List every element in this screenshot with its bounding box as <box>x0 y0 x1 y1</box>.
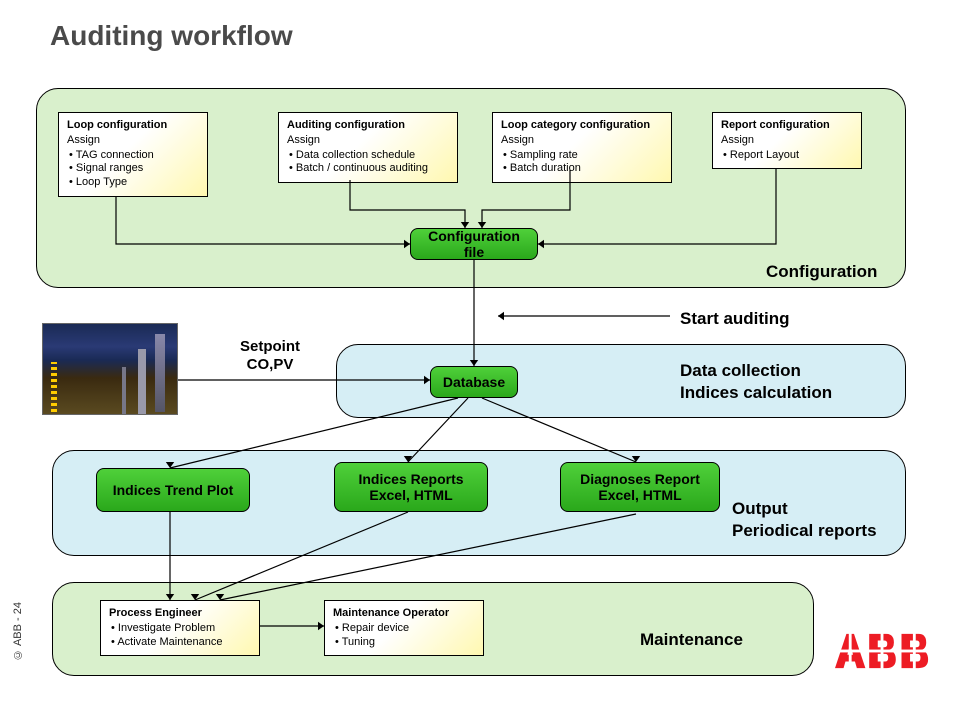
label-data-collection: Data collection Indices calculation <box>680 360 832 404</box>
notebox-category-config: Loop category configurationAssignSamplin… <box>492 112 672 183</box>
abb-logo <box>835 632 930 670</box>
notebox-report-config: Report configurationAssignReport Layout <box>712 112 862 169</box>
notebox-process-engineer: Process EngineerInvestigate ProblemActiv… <box>100 600 260 656</box>
label-data-l2: Indices calculation <box>680 383 832 402</box>
notebox-loop-config: Loop configurationAssignTAG connectionSi… <box>58 112 208 197</box>
page-title: Auditing workflow <box>50 20 293 52</box>
copyright: © ABB - 24 <box>12 602 24 660</box>
panel-label-configuration: Configuration <box>766 262 877 282</box>
label-setpoint-l2: CO,PV <box>247 356 294 373</box>
node-configuration-file: Configuration file <box>410 228 538 260</box>
image-factory <box>42 323 178 415</box>
label-output: Output Periodical reports <box>732 498 877 542</box>
label-setpoint: Setpoint CO,PV <box>240 338 300 374</box>
label-start-auditing: Start auditing <box>680 308 790 330</box>
notebox-maintenance-operator: Maintenance OperatorRepair deviceTuning <box>324 600 484 656</box>
notebox-audit-config: Auditing configurationAssignData collect… <box>278 112 458 183</box>
node-database: Database <box>430 366 518 398</box>
node-indices-trend: Indices Trend Plot <box>96 468 250 512</box>
label-output-l2: Periodical reports <box>732 521 877 540</box>
label-output-l1: Output <box>732 499 788 518</box>
label-setpoint-l1: Setpoint <box>240 338 300 355</box>
node-diagnoses-report: Diagnoses Report Excel, HTML <box>560 462 720 512</box>
label-data-l1: Data collection <box>680 361 801 380</box>
panel-label-maintenance: Maintenance <box>640 630 743 650</box>
node-indices-reports: Indices Reports Excel, HTML <box>334 462 488 512</box>
